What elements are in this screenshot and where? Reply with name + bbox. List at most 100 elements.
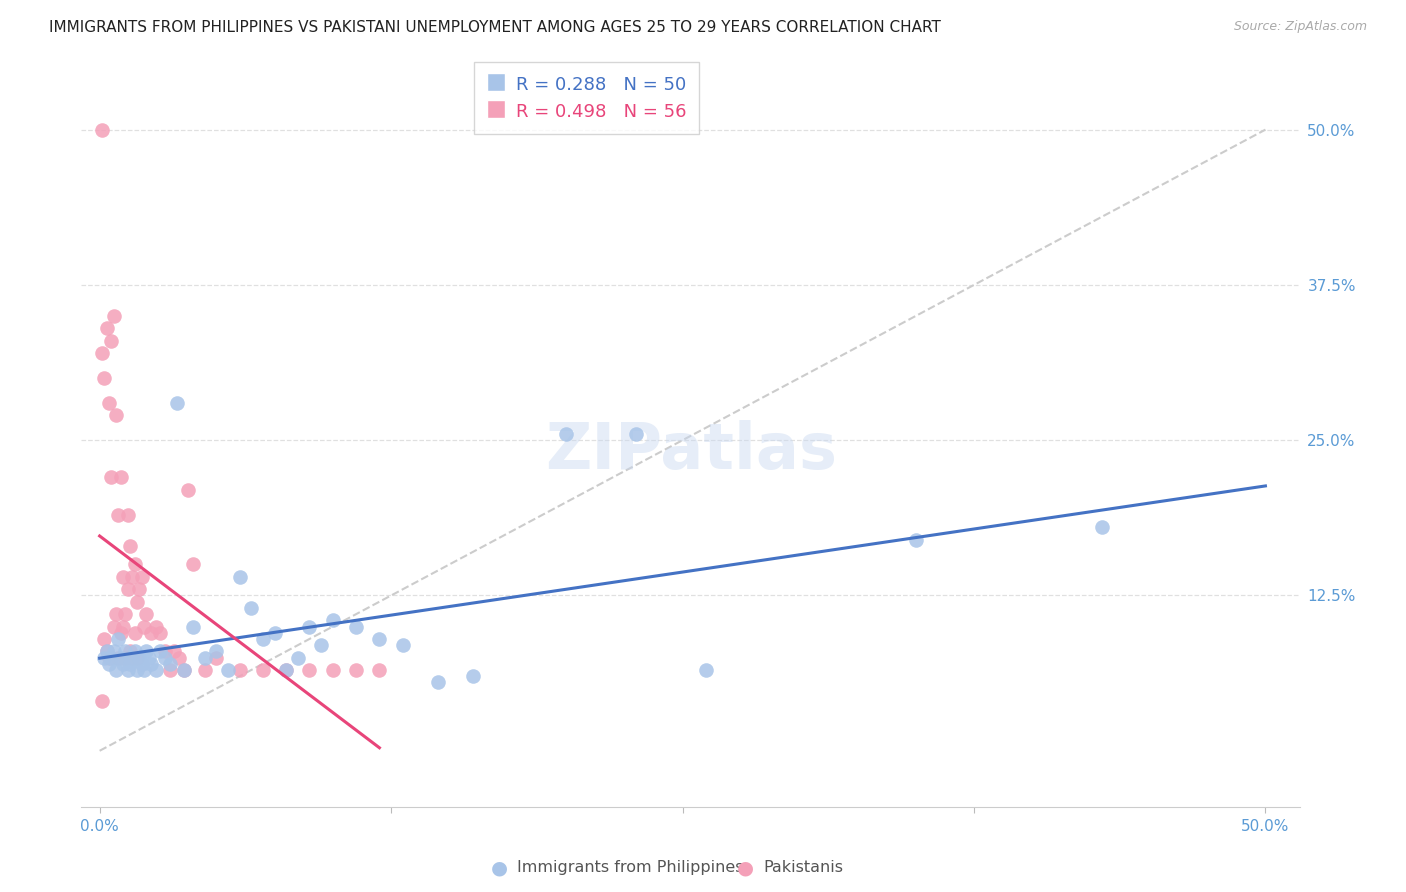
Point — [173, 663, 195, 677]
Point — [1091, 520, 1114, 534]
Point — [139, 625, 162, 640]
Point — [100, 334, 122, 348]
Point — [124, 625, 146, 640]
Point — [193, 663, 215, 677]
Point — [124, 644, 146, 658]
Point — [217, 663, 239, 677]
Point — [121, 650, 143, 665]
Point — [135, 644, 157, 658]
Point — [368, 663, 391, 677]
Point — [125, 663, 148, 677]
Point — [121, 570, 143, 584]
Point — [252, 632, 274, 646]
Point — [96, 644, 118, 658]
Point — [139, 657, 162, 671]
Point — [93, 650, 115, 665]
Point — [107, 508, 129, 522]
Point — [135, 607, 157, 621]
Point — [132, 619, 155, 633]
Legend: R = 0.288   N = 50, R = 0.498   N = 56: R = 0.288 N = 50, R = 0.498 N = 56 — [474, 62, 699, 134]
Point — [205, 644, 228, 658]
Point — [117, 663, 139, 677]
Point — [93, 371, 115, 385]
Point — [138, 650, 160, 665]
Point — [125, 595, 148, 609]
Point — [110, 650, 132, 665]
Point — [322, 663, 344, 677]
Point — [107, 650, 129, 665]
Point — [111, 570, 134, 584]
Point — [904, 533, 927, 547]
Point — [107, 632, 129, 646]
Point — [159, 657, 181, 671]
Point — [159, 663, 181, 677]
Point — [149, 644, 172, 658]
Point — [100, 650, 122, 665]
Point — [228, 570, 250, 584]
Point — [368, 632, 391, 646]
Point — [118, 644, 141, 658]
Point — [114, 650, 136, 665]
Point — [111, 657, 134, 671]
Point — [91, 694, 114, 708]
Point — [344, 619, 367, 633]
Text: ●: ● — [737, 858, 754, 878]
Text: ZIPatlas: ZIPatlas — [544, 419, 837, 482]
Point — [173, 663, 195, 677]
Point — [298, 663, 321, 677]
Point — [110, 625, 132, 640]
Point — [97, 650, 120, 665]
Point — [114, 607, 136, 621]
Point — [131, 657, 153, 671]
Point — [111, 619, 134, 633]
Point — [97, 396, 120, 410]
Point — [121, 650, 143, 665]
Point — [461, 669, 484, 683]
Point — [193, 650, 215, 665]
Point — [163, 644, 186, 658]
Point — [125, 650, 148, 665]
Point — [153, 650, 176, 665]
Point — [344, 663, 367, 677]
Point — [104, 409, 127, 423]
Point — [624, 427, 647, 442]
Point — [322, 613, 344, 627]
Point — [91, 346, 114, 360]
Text: Pakistanis: Pakistanis — [763, 861, 844, 875]
Point — [96, 644, 118, 658]
Point — [391, 638, 413, 652]
Text: Immigrants from Philippines: Immigrants from Philippines — [517, 861, 744, 875]
Point — [205, 650, 228, 665]
Point — [145, 663, 167, 677]
Point — [110, 470, 132, 484]
Point — [96, 321, 118, 335]
Point — [166, 396, 188, 410]
Text: IMMIGRANTS FROM PHILIPPINES VS PAKISTANI UNEMPLOYMENT AMONG AGES 25 TO 29 YEARS : IMMIGRANTS FROM PHILIPPINES VS PAKISTANI… — [49, 20, 941, 35]
Point — [167, 650, 190, 665]
Point — [100, 470, 122, 484]
Point — [128, 582, 150, 597]
Point — [181, 558, 204, 572]
Point — [149, 625, 172, 640]
Point — [91, 122, 114, 136]
Point — [103, 309, 125, 323]
Point — [145, 619, 167, 633]
Point — [276, 663, 298, 677]
Point — [124, 558, 146, 572]
Point — [240, 601, 263, 615]
Point — [252, 663, 274, 677]
Point — [131, 570, 153, 584]
Point — [104, 663, 127, 677]
Point — [97, 657, 120, 671]
Point — [228, 663, 250, 677]
Point — [118, 657, 141, 671]
Point — [117, 508, 139, 522]
Point — [104, 607, 127, 621]
Point — [153, 644, 176, 658]
Point — [103, 619, 125, 633]
Point — [309, 638, 332, 652]
Point — [555, 427, 578, 442]
Point — [93, 632, 115, 646]
Text: Source: ZipAtlas.com: Source: ZipAtlas.com — [1233, 20, 1367, 33]
Point — [287, 650, 309, 665]
